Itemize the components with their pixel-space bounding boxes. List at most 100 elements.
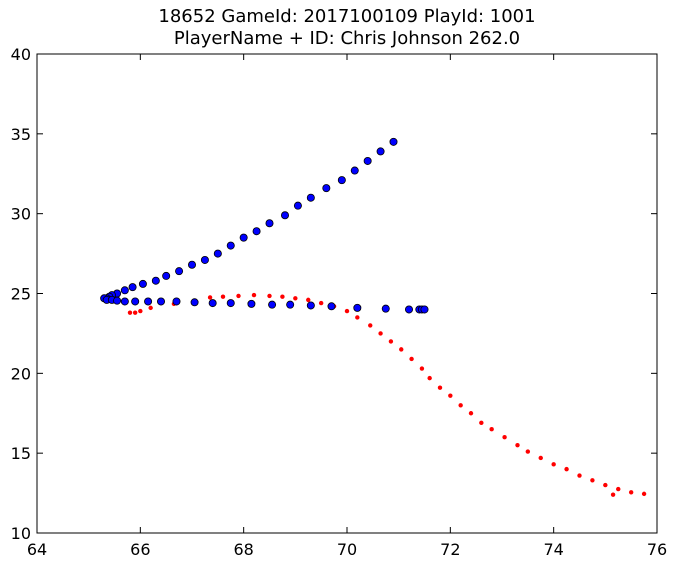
blue-point xyxy=(265,219,274,228)
chart-title-line-2: PlayerName + ID: Chris Johnson 262.0 xyxy=(173,28,521,49)
blue-point xyxy=(306,193,315,202)
chart-title-line-1: 18652 GameId: 2017100109 PlayId: 1001 xyxy=(158,6,536,27)
red-point xyxy=(378,331,383,336)
x-tick-label: 70 xyxy=(337,540,357,559)
plot-frame xyxy=(36,53,658,534)
red-point xyxy=(603,482,608,488)
blue-point xyxy=(151,276,160,285)
blue-point xyxy=(381,304,390,313)
red-point xyxy=(368,323,373,328)
blue-point xyxy=(226,241,235,250)
blue-point xyxy=(280,211,289,220)
red-point xyxy=(127,310,133,315)
blue-point xyxy=(162,271,171,280)
red-point xyxy=(280,294,285,299)
blue-point xyxy=(353,303,362,312)
blue-point xyxy=(120,286,129,295)
blue-point xyxy=(286,300,295,309)
red-point xyxy=(306,297,311,303)
blue-point xyxy=(337,176,346,185)
blue-point xyxy=(293,201,302,210)
red-point xyxy=(551,462,556,467)
red-point xyxy=(220,294,226,299)
red-point xyxy=(448,393,453,398)
red-point xyxy=(409,356,414,362)
red-point xyxy=(502,435,507,440)
red-point xyxy=(479,420,484,426)
red-point xyxy=(590,478,595,483)
red-point xyxy=(293,296,298,301)
red-point xyxy=(399,347,404,352)
chart-title: 18652 GameId: 2017100109 PlayId: 1001 Pl… xyxy=(0,6,677,50)
y-tick-label: 30 xyxy=(11,205,31,224)
red-point xyxy=(427,375,432,381)
y-tick-label: 20 xyxy=(11,364,31,383)
blue-point xyxy=(187,260,196,269)
red-point xyxy=(148,305,153,311)
x-tick-label: 68 xyxy=(233,540,253,559)
x-tick-label: 72 xyxy=(440,540,460,559)
red-point xyxy=(419,366,425,371)
red-point xyxy=(267,293,272,299)
red-point xyxy=(355,315,360,320)
red-point xyxy=(489,427,494,432)
blue-point xyxy=(306,301,315,310)
y-tick-label: 40 xyxy=(11,45,31,64)
y-tick-label: 10 xyxy=(11,524,31,543)
blue-point xyxy=(144,297,153,306)
blue-point xyxy=(113,296,122,305)
red-point xyxy=(616,486,621,492)
red-point xyxy=(236,293,241,299)
blue-point xyxy=(156,297,165,306)
red-point xyxy=(564,466,569,472)
red-point xyxy=(610,492,616,497)
blue-point xyxy=(322,184,331,193)
blue-point xyxy=(363,156,372,165)
red-point xyxy=(515,442,520,448)
blue-point xyxy=(200,255,209,264)
blue-point xyxy=(327,302,336,311)
blue-point xyxy=(252,227,261,236)
red-point xyxy=(251,292,257,298)
blue-point xyxy=(389,137,398,146)
blue-point xyxy=(268,300,277,309)
red-point xyxy=(628,490,634,495)
red-point xyxy=(437,385,443,390)
y-tick-label: 15 xyxy=(11,444,31,463)
blue-point xyxy=(190,298,199,307)
blue-point xyxy=(128,283,137,292)
x-tick-label: 64 xyxy=(27,540,47,559)
red-point xyxy=(138,308,143,314)
blue-point xyxy=(120,297,129,306)
blue-point xyxy=(175,267,184,276)
red-point xyxy=(525,449,531,454)
red-point xyxy=(458,403,463,408)
red-point xyxy=(388,339,394,344)
red-point xyxy=(132,310,138,315)
blue-point xyxy=(131,297,140,306)
red-point xyxy=(538,455,543,461)
red-point xyxy=(641,491,647,497)
axes: 64 66 68 70 72 74 76 10 15 20 25 30 35 40 xyxy=(11,45,668,559)
blue-point xyxy=(376,147,385,156)
blue-point xyxy=(404,305,413,314)
data-marks xyxy=(100,137,647,497)
y-tick-label: 35 xyxy=(11,125,31,144)
blue-point xyxy=(213,249,222,258)
blue-point xyxy=(172,297,181,306)
x-tick-label: 76 xyxy=(647,540,667,559)
blue-point xyxy=(350,166,359,175)
x-tick-label: 74 xyxy=(543,540,563,559)
red-point xyxy=(318,300,324,306)
red-point xyxy=(207,295,213,300)
red-point xyxy=(577,473,582,478)
blue-point xyxy=(138,279,147,288)
red-point xyxy=(468,411,474,416)
red-point xyxy=(344,308,350,314)
blue-point xyxy=(239,233,248,242)
blue-point xyxy=(208,299,217,308)
blue-point xyxy=(247,299,256,308)
blue-point xyxy=(226,299,235,308)
x-tick-label: 66 xyxy=(130,540,150,559)
